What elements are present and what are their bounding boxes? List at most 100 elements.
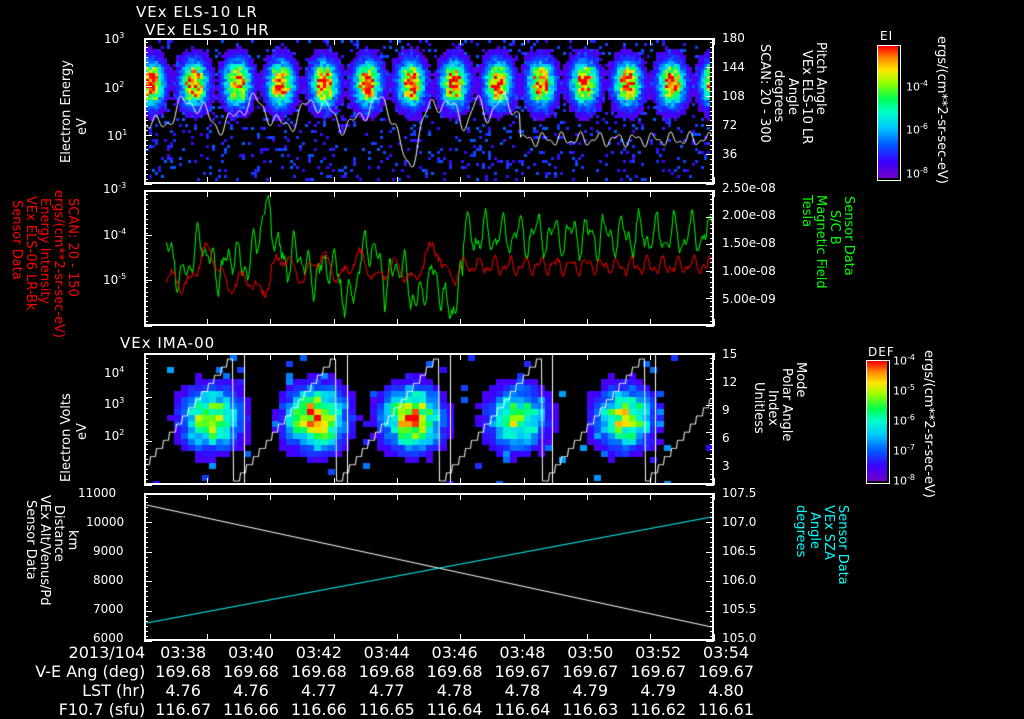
axis-tick <box>144 262 148 264</box>
axis-tick <box>710 262 714 264</box>
axis-tick <box>523 177 525 184</box>
panel4-ytick-4: 7000 <box>93 602 124 616</box>
axis-tick <box>333 177 335 184</box>
axis-tick <box>144 443 148 445</box>
axis-tick <box>144 233 148 235</box>
panel3-title: VEx IMA-00 <box>120 334 216 352</box>
table-row: LST (hr) 4.76 4.76 4.77 4.77 4.78 4.78 4.79 4.79… <box>0 681 760 700</box>
axis-tick <box>710 281 714 283</box>
panel3-cbtick-4: 10-8 <box>893 473 915 488</box>
table-cell: 116.65 <box>358 700 415 719</box>
axis-tick <box>710 91 714 93</box>
axis-tick <box>710 541 714 543</box>
panel4-ytick-3: 8000 <box>93 573 124 587</box>
axis-tick <box>144 428 148 430</box>
axis-tick <box>710 423 714 425</box>
axis-tick <box>144 398 148 400</box>
axis-tick <box>706 492 714 494</box>
axis-tick <box>144 56 148 58</box>
axis-tick <box>710 159 714 161</box>
axis-tick <box>144 325 152 327</box>
axis-tick <box>144 61 148 63</box>
axis-tick <box>144 464 148 466</box>
axis-tick <box>144 280 152 282</box>
axis-tick <box>144 640 152 642</box>
panel1-ytick-0: 103 <box>104 31 125 46</box>
panel1-ytick-1: 102 <box>104 80 125 95</box>
axis-tick <box>710 418 714 420</box>
axis-tick <box>710 139 714 141</box>
table-cell: 169.67 <box>494 662 551 681</box>
axis-tick <box>706 37 714 39</box>
axis-tick <box>333 319 335 326</box>
panel3-rtick-4: 3 <box>722 459 730 473</box>
axis-tick <box>710 393 714 395</box>
axis-tick <box>710 586 714 588</box>
axis-tick <box>270 478 272 485</box>
axis-tick <box>144 367 148 369</box>
panel3-ytick-0: 104 <box>104 365 125 380</box>
axis-tick <box>650 493 652 500</box>
axis-tick <box>710 531 714 533</box>
axis-tick <box>144 81 148 83</box>
panel3-right-label-unitless: Unitless <box>751 382 766 434</box>
axis-tick <box>713 353 715 360</box>
panel2-left-label-scan: SCAN: 20 - 150 <box>65 198 80 297</box>
panel4-rtick-2: 106.5 <box>722 544 757 558</box>
axis-tick <box>144 286 148 288</box>
axis-tick <box>144 527 148 529</box>
axis-tick <box>396 319 398 326</box>
axis-tick <box>144 576 148 578</box>
axis-tick <box>144 536 148 538</box>
axis-tick <box>710 129 714 131</box>
panel4-left-label-sensor: Sensor Data <box>23 500 38 580</box>
panel3-ytick-1: 103 <box>104 396 125 411</box>
axis-tick <box>710 398 714 400</box>
axis-tick <box>710 52 714 54</box>
axis-tick <box>706 298 714 300</box>
axis-tick <box>144 105 148 107</box>
axis-tick <box>270 190 272 197</box>
table-cell: 169.68 <box>223 662 279 681</box>
panel3-right-label-index: Index <box>765 390 780 426</box>
panel4-left-label-instrument: VEx Alt/Venus/Pd <box>37 495 52 606</box>
table-row-label: F10.7 (sfu) <box>58 700 146 719</box>
table-cell: 03:42 <box>295 643 342 662</box>
table-cell: 116.63 <box>562 700 619 719</box>
table-cell: 4.77 <box>368 681 405 700</box>
table-cell: 116.66 <box>223 700 279 719</box>
axis-tick <box>706 243 714 245</box>
axis-tick <box>710 438 714 440</box>
axis-tick <box>650 478 652 485</box>
axis-tick <box>143 38 145 45</box>
axis-tick <box>270 634 272 641</box>
axis-tick <box>710 408 714 410</box>
axis-tick <box>144 601 148 603</box>
axis-tick <box>144 129 148 131</box>
axis-tick <box>144 208 148 210</box>
panel1-right-label-sensor: VEx ELS-10 LR <box>799 50 814 145</box>
panel3-colorbar-title: DEF <box>868 345 895 359</box>
table-cell: 169.67 <box>562 662 619 681</box>
axis-tick <box>710 238 714 240</box>
axis-tick <box>144 357 148 359</box>
panel1-rtick-3: 72 <box>722 118 738 132</box>
axis-tick <box>710 433 714 435</box>
axis-tick <box>713 190 715 197</box>
axis-tick <box>144 281 148 283</box>
axis-tick <box>144 110 148 112</box>
table-cell: 116.61 <box>698 700 755 719</box>
panel2-left-label-instrument: VEx ELS-06 LR-Bk <box>23 196 38 311</box>
table-row: F10.7 (sfu) 116.67 116.66 116.66 116.65 116.6… <box>0 700 760 719</box>
axis-tick <box>144 183 152 185</box>
axis-tick <box>710 474 714 476</box>
panel1-cbtick-1: 10-6 <box>906 122 928 137</box>
panel1-right-label-scan: SCAN: 20 - 300 <box>757 44 772 143</box>
axis-tick <box>650 634 652 641</box>
panel1-colorbar-title: EI <box>880 29 894 43</box>
axis-tick <box>144 479 148 481</box>
panel3-plot-frame <box>144 353 714 485</box>
axis-tick <box>586 190 588 197</box>
table-cell: 4.79 <box>640 681 676 700</box>
panel2-right-label-tesla: Tesla <box>799 195 814 228</box>
